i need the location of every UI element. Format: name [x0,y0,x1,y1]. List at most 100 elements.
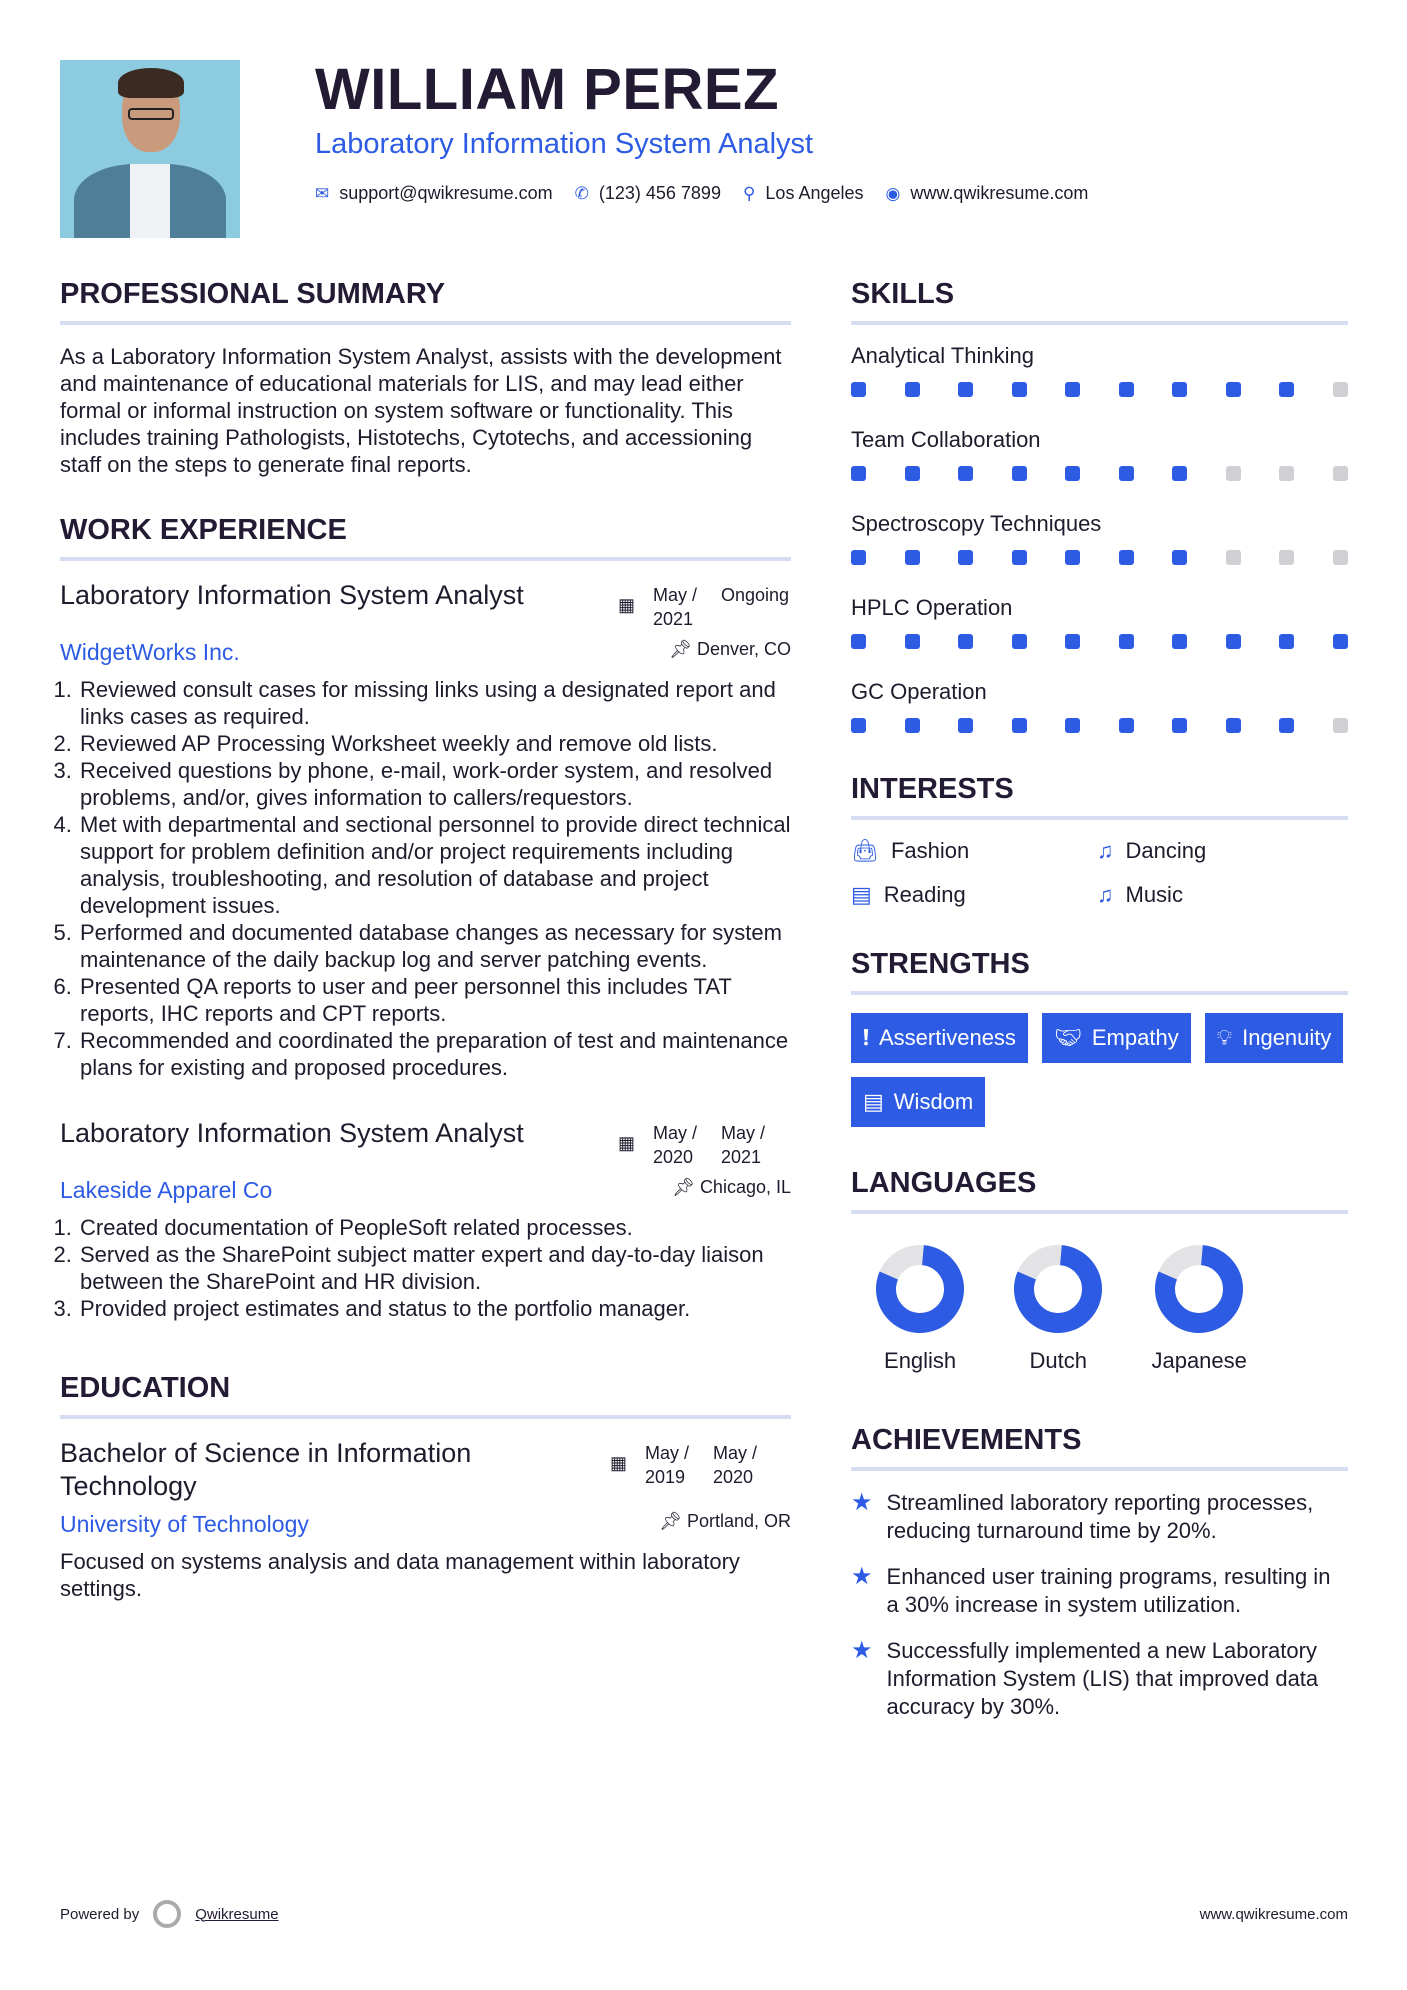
star-icon: ★ [851,1637,873,1664]
skill-dot [958,466,974,481]
skill-rating [851,382,1348,397]
candidate-name: WILLIAM PEREZ [315,57,780,122]
phone-icon: ✆ [574,183,589,203]
language-name: English [884,1348,957,1373]
degree: Bachelor of Science in Information Techn… [60,1438,472,1501]
skill-dot [851,382,866,397]
skill-name: HPLC Operation [851,595,1013,620]
section-heading: ACHIEVEMENTS [851,1424,1348,1471]
skill-dot [1225,634,1241,649]
skill-dot [1279,634,1295,649]
calendar-icon: ▦ [617,1133,635,1153]
skill-dot [1279,382,1295,397]
pin-icon: 📌︎ [659,1511,687,1531]
skill-dot [904,634,920,649]
interest-item: ▤ Reading [851,882,1097,908]
skill-dot [1118,466,1134,481]
star-icon: ★ [851,1489,873,1516]
skill-dot [851,466,866,481]
skill-dot [1011,466,1027,481]
skill-dot [904,466,920,481]
language-item: Japanese [1151,1244,1247,1374]
qwikresume-logo-icon [153,1900,182,1928]
website[interactable]: www.qwikresume.com [910,183,1089,203]
achievement-text: Streamlined laboratory reporting process… [886,1490,1314,1543]
email[interactable]: support@qwikresume.com [339,183,553,203]
interest-label: Fashion [890,838,970,863]
job-title: Laboratory Information System Analyst [60,580,524,610]
skill-dot [1172,550,1188,565]
brand-link[interactable]: Qwikresume [195,1905,279,1923]
map-pin-icon: ⚲ [742,183,756,203]
strength-badge: 💡︎ Ingenuity [1204,1013,1344,1063]
handshake-icon: 🤝︎ [1053,1025,1082,1050]
job-bullet: Reviewed consult cases for missing links… [78,676,791,730]
language-name: Dutch [1029,1348,1088,1373]
job-bullet: Performed and documented database change… [78,919,791,973]
section-heading: PROFESSIONAL SUMMARY [60,278,791,325]
start-date: May / 2021 [653,585,698,629]
pin-icon: 📌︎ [669,639,697,659]
skill-dot [1225,718,1241,733]
skill-dot [1332,718,1348,733]
skill-dot [1279,718,1295,733]
skill-dot [1172,634,1188,649]
skill-dot [1011,718,1027,733]
skill-dot [1172,718,1188,733]
strength-badge: 🤝︎ Empathy [1041,1013,1191,1063]
skill-dot [1011,634,1027,649]
job-title: Laboratory Information System Analyst [60,1118,524,1148]
star-icon: ★ [851,1563,873,1590]
skill-dot [1118,634,1134,649]
skill-dot [1011,382,1027,397]
interest-item: ♫ Music [1097,882,1343,908]
school: University of Technology [60,1511,309,1537]
job-bullet: Provided project estimates and status to… [78,1295,791,1322]
job-bullet: Received questions by phone, e-mail, wor… [78,757,791,811]
strength-label: Wisdom [893,1089,974,1114]
contact-info: ✉ support@qwikresume.com ✆ (123) 456 7899 … [315,183,1088,204]
powered-by: Powered by [60,1905,140,1923]
skill-dot [851,634,866,649]
skill-name: Spectroscopy Techniques [851,511,1102,536]
header: WILLIAM PEREZ Laboratory Information Sys… [315,58,1088,204]
interest-item: 👜︎ Fashion [851,838,1097,864]
skill-item: Analytical Thinking [851,343,1348,397]
skill-dot [1332,550,1348,565]
end-date: May / 2020 [713,1443,758,1487]
summary-text: As a Laboratory Information System Analy… [60,344,782,477]
job-bullet: Recommended and coordinated the preparat… [78,1027,791,1081]
skill-name: Analytical Thinking [851,343,1035,368]
strength-label: Ingenuity [1242,1025,1332,1050]
section-heading: INTERESTS [851,773,1348,820]
globe-icon: ◉ [885,183,901,203]
section-heading: STRENGTHS [851,948,1348,995]
music-icon: ♫ [1097,838,1114,863]
achievement-text: Successfully implemented a new Laborator… [886,1638,1319,1719]
skill-dot [958,550,974,565]
skill-item: GC Operation [851,679,1348,733]
job-location: Denver, CO [696,639,791,659]
section-heading: WORK EXPERIENCE [60,514,791,561]
skill-dot [1065,550,1081,565]
skill-dot [1118,382,1134,397]
skill-dot [1279,466,1295,481]
book-icon: ▤ [851,882,872,907]
interest-label: Music [1125,882,1183,907]
job-entry: Laboratory Information System Analyst ▦ M… [60,579,791,1081]
envelope-icon: ✉ [315,183,330,203]
strength-badge: ❗︎ Assertiveness [851,1013,1028,1063]
skill-dot [1065,718,1081,733]
skill-dot [1225,550,1241,565]
skill-item: Spectroscopy Techniques [851,511,1348,565]
location: Los Angeles [765,183,864,203]
job-bullet: Presented QA reports to user and peer pe… [78,973,791,1027]
skill-dot [1011,550,1027,565]
footer-website[interactable]: www.qwikresume.com [1199,1905,1348,1923]
donut-fill [876,1245,965,1333]
skill-rating [851,550,1348,565]
skill-dot [1225,382,1241,397]
calendar-icon: ▦ [609,1453,627,1473]
skill-dot [1118,550,1134,565]
skill-dot [904,718,920,733]
